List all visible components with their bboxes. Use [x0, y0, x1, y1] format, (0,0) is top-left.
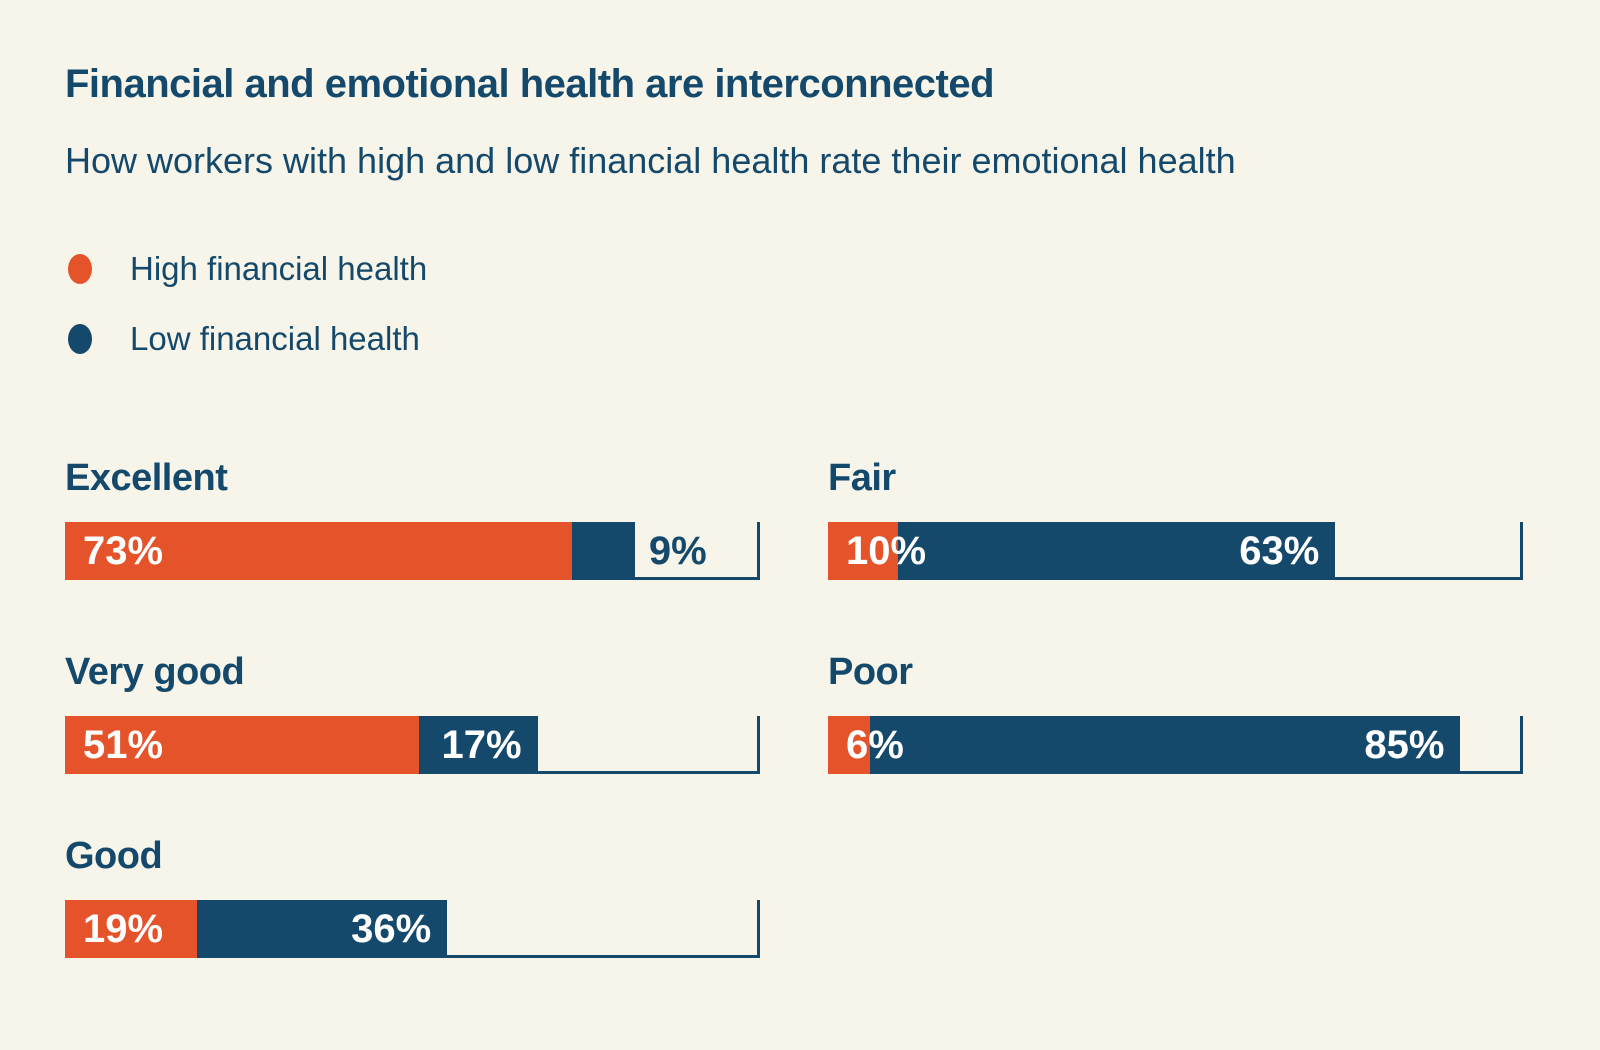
bar-low-financial-health: 17%	[419, 716, 538, 774]
bar-value-low: 9%	[648, 529, 707, 573]
bar-high-financial-health: 10%	[828, 522, 926, 580]
chart-row-excellent: Excellent 73% 9%	[65, 457, 760, 582]
bar-track: 19% 36%	[65, 900, 760, 958]
chart-subtitle: How workers with high and low financial …	[65, 140, 1236, 181]
bar-value-low: 36%	[351, 907, 432, 951]
bar-high-financial-health: 73%	[65, 522, 573, 580]
category-label: Excellent	[65, 457, 228, 499]
legend-dot-low-icon	[68, 324, 92, 354]
category-label: Poor	[828, 651, 913, 693]
bar-value-high: 10%	[846, 529, 927, 573]
chart-title: Financial and emotional health are inter…	[65, 62, 995, 106]
category-label: Very good	[65, 651, 245, 693]
legend-item-low-financial-health: Low financial health	[68, 320, 427, 358]
bar-value-low: 63%	[1239, 529, 1320, 573]
bar-high-financial-health: 51%	[65, 716, 420, 774]
bar-value-high: 19%	[83, 907, 164, 951]
bar-low-financial-health: 63%	[897, 522, 1336, 580]
category-label: Good	[65, 835, 163, 877]
bar-track: 10% 63%	[828, 522, 1523, 580]
legend-item-high-financial-health: High financial health	[68, 250, 427, 288]
category-label: Fair	[828, 457, 896, 499]
bar-low-financial-health: 9%	[572, 522, 707, 580]
bar-value-low: 85%	[1364, 723, 1445, 767]
bar-value-high: 51%	[83, 723, 164, 767]
bar-value-high: 6%	[846, 723, 904, 767]
bar-high-financial-health: 19%	[65, 900, 198, 958]
bar-track: 73% 9%	[65, 522, 760, 580]
chart-row-poor: Poor 6% 85%	[828, 651, 1523, 776]
legend: High financial health Low financial heal…	[68, 250, 427, 358]
bar-value-low: 17%	[441, 723, 522, 767]
legend-dot-high-icon	[68, 254, 92, 284]
bar-low-financial-health: 85%	[869, 716, 1461, 774]
chart-row-fair: Fair 10% 63%	[828, 457, 1523, 582]
chart-row-very-good: Very good 51% 17%	[65, 651, 760, 776]
chart-row-good: Good 19% 36%	[65, 835, 760, 960]
bar-high-financial-health: 6%	[828, 716, 904, 774]
bar-value-high: 73%	[83, 529, 164, 573]
bar-low-financial-health: 36%	[197, 900, 448, 958]
legend-label-high: High financial health	[130, 250, 428, 287]
bar-track: 6% 85%	[828, 716, 1523, 774]
legend-label-low: Low financial health	[130, 320, 420, 357]
bar-track: 51% 17%	[65, 716, 760, 774]
